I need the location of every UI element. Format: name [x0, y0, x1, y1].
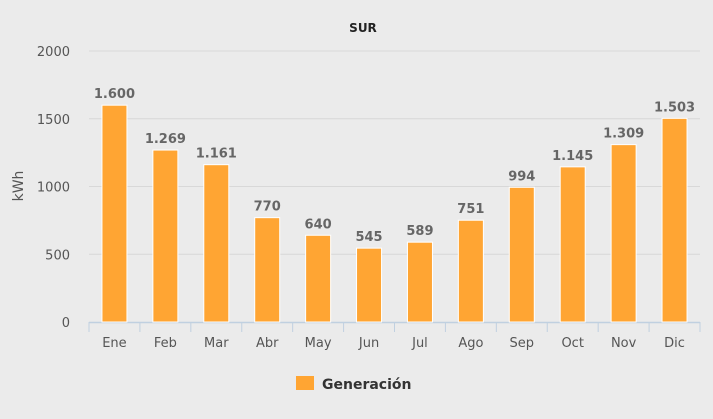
x-tick-label: Nov: [611, 336, 637, 351]
x-tick-label: Jul: [411, 336, 428, 351]
x-tick-label: Ene: [102, 336, 126, 351]
data-label: 770: [254, 200, 281, 215]
x-tick-label: Abr: [256, 336, 279, 351]
bar-abr[interactable]: [254, 217, 281, 323]
data-label: 640: [305, 217, 332, 232]
data-label: 1.161: [196, 147, 237, 162]
y-tick-label: 500: [45, 248, 70, 263]
y-tick-label: 2000: [37, 45, 70, 60]
x-tick-label: Sep: [510, 336, 535, 351]
y-axis-label: kWh: [11, 171, 27, 202]
x-tick-label: Ago: [458, 336, 483, 351]
data-label: 589: [406, 224, 433, 239]
data-label: 1.503: [654, 100, 695, 115]
legend[interactable]: Generación: [296, 376, 411, 393]
bar-oct[interactable]: [559, 166, 586, 323]
data-label: 1.600: [94, 87, 135, 102]
legend-swatch: [296, 376, 314, 390]
legend-label[interactable]: Generación: [322, 377, 411, 393]
chart-title: SUR: [349, 21, 377, 35]
bar-mar[interactable]: [203, 164, 230, 323]
x-tick-label: May: [305, 336, 332, 351]
data-label: 1.145: [552, 149, 593, 164]
data-label: 1.269: [145, 132, 186, 147]
bar-ene[interactable]: [101, 104, 128, 323]
x-tick-label: Mar: [204, 336, 229, 351]
x-tick-label: Jun: [358, 336, 379, 351]
x-tick-label: Dic: [664, 336, 685, 351]
data-label: 1.309: [603, 127, 644, 142]
bar-dic[interactable]: [661, 117, 688, 323]
bar-ago[interactable]: [457, 219, 484, 323]
x-tick-label: Feb: [154, 336, 177, 351]
data-label: 545: [355, 230, 382, 245]
data-label: 751: [457, 202, 484, 217]
y-tick-label: 0: [62, 316, 70, 331]
bar-feb[interactable]: [152, 149, 179, 323]
bar-jun[interactable]: [356, 247, 383, 323]
y-tick-label: 1500: [37, 113, 70, 128]
x-tick-label: Oct: [561, 336, 583, 351]
bar-nov[interactable]: [610, 144, 637, 323]
bar-jul[interactable]: [406, 241, 433, 323]
y-tick-label: 1000: [37, 181, 70, 196]
bar-sep[interactable]: [508, 186, 535, 323]
data-label: 994: [508, 169, 535, 184]
bar-may[interactable]: [305, 234, 332, 323]
